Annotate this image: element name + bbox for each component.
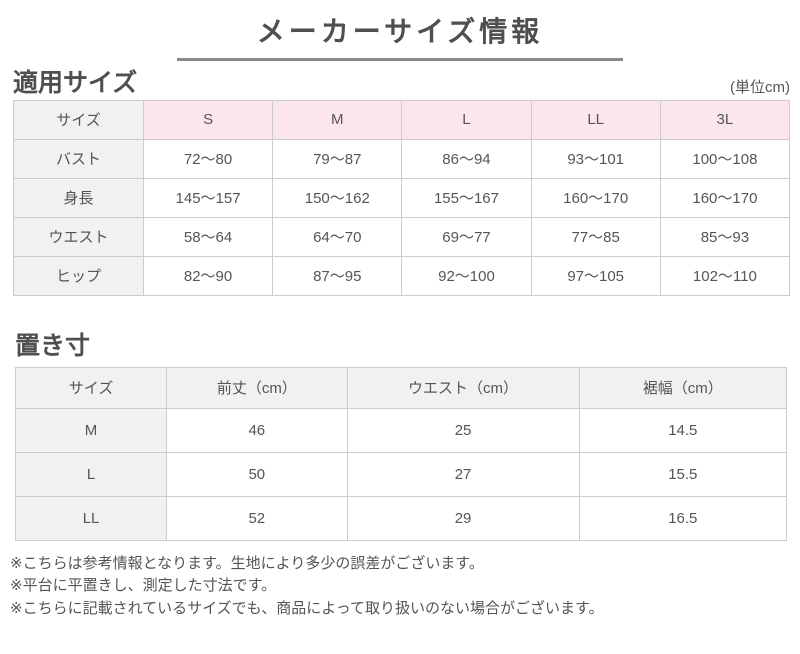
section-heading-applicable-sizes: 適用サイズ	[13, 69, 138, 97]
column-header: L	[401, 99, 532, 140]
flat-measurements-table-head: サイズ 前丈（cm） ウエスト（cm） 裾幅（cm）	[14, 366, 788, 409]
table-row: M 46 25 14.5	[14, 407, 788, 453]
flat-measurements-table: サイズ 前丈（cm） ウエスト（cm） 裾幅（cm） M 46 25 14.5 L 50 27 15…	[14, 366, 788, 541]
corner-header: サイズ	[13, 99, 144, 140]
row-label: M	[14, 407, 168, 453]
footnote-line: ※こちらに記載されているサイズでも、商品によって取り扱いのない場合がございます。	[10, 600, 604, 618]
value-cell: 46	[166, 407, 348, 453]
applicable-sizes-table-head: サイズ S M L LL 3L	[13, 99, 791, 140]
table-row: ウエスト 58～64 64～70 69～77 77～85 85～93	[13, 216, 791, 257]
page-title: メーカーサイズ情報	[176, 10, 624, 61]
row-label: ウエスト	[13, 216, 144, 257]
column-header: LL	[530, 99, 661, 140]
column-header: ウエスト（cm）	[346, 366, 580, 409]
row-label: バスト	[13, 138, 144, 179]
column-header: S	[142, 99, 274, 140]
value-cell: 100～108	[659, 138, 791, 179]
value-cell: 97～105	[530, 255, 661, 296]
value-cell: 79～87	[272, 138, 403, 179]
value-cell: 150～162	[272, 177, 403, 218]
column-header: 3L	[659, 99, 791, 140]
value-cell: 160～170	[659, 177, 791, 218]
footnote-line: ※平台に平置きし、測定した寸法です。	[10, 577, 277, 595]
corner-header: サイズ	[14, 366, 168, 409]
section-heading-flat-measurements: 置き寸	[15, 331, 91, 360]
header-row: サイズ S M L LL 3L	[13, 99, 791, 140]
flat-measurements-table-body: M 46 25 14.5 L 50 27 15.5 LL 52 29 16.5	[14, 407, 788, 541]
value-cell: 50	[166, 451, 348, 497]
table-row: LL 52 29 16.5	[14, 495, 788, 541]
column-header: 裾幅（cm）	[578, 366, 788, 409]
value-cell: 15.5	[578, 451, 788, 497]
unit-note: (単位cm)	[730, 78, 790, 96]
value-cell: 25	[346, 407, 580, 453]
value-cell: 29	[346, 495, 580, 541]
value-cell: 64～70	[272, 216, 403, 257]
row-label: ヒップ	[13, 255, 144, 296]
value-cell: 82～90	[142, 255, 274, 296]
table-row: 身長 145～157 150～162 155～167 160～170 160～170	[13, 177, 791, 218]
value-cell: 92～100	[401, 255, 532, 296]
value-cell: 155～167	[401, 177, 532, 218]
value-cell: 27	[346, 451, 580, 497]
value-cell: 77～85	[530, 216, 661, 257]
applicable-sizes-header-row: 適用サイズ (単位cm)	[13, 69, 790, 98]
value-cell: 87～95	[272, 255, 403, 296]
applicable-sizes-table: サイズ S M L LL 3L バスト 72～80 79～87 86～94 93～101 100～1…	[13, 99, 791, 296]
column-header: M	[272, 99, 403, 140]
applicable-sizes-table-body: バスト 72～80 79～87 86～94 93～101 100～108 身長 145～157…	[13, 138, 791, 296]
header-row: サイズ 前丈（cm） ウエスト（cm） 裾幅（cm）	[14, 366, 788, 409]
value-cell: 93～101	[530, 138, 661, 179]
value-cell: 14.5	[578, 407, 788, 453]
value-cell: 72～80	[142, 138, 274, 179]
footnote-line: ※こちらは参考情報となります。生地により多少の誤差がございます。	[10, 554, 484, 572]
table-row: ヒップ 82～90 87～95 92～100 97～105 102～110	[13, 255, 791, 296]
table-row: バスト 72～80 79～87 86～94 93～101 100～108	[13, 138, 791, 179]
value-cell: 86～94	[401, 138, 532, 179]
value-cell: 69～77	[401, 216, 532, 257]
value-cell: 52	[166, 495, 348, 541]
value-cell: 58～64	[142, 216, 274, 257]
value-cell: 85～93	[659, 216, 791, 257]
row-label: LL	[14, 495, 168, 541]
value-cell: 160～170	[530, 177, 661, 218]
title-section: メーカーサイズ情報	[0, 0, 800, 61]
footnotes: ※こちらは参考情報となります。生地により多少の誤差がございます。 ※平台に平置き…	[10, 553, 790, 621]
row-label: L	[14, 451, 168, 497]
value-cell: 16.5	[578, 495, 788, 541]
row-label: 身長	[13, 177, 144, 218]
value-cell: 102～110	[659, 255, 791, 296]
table-row: L 50 27 15.5	[14, 451, 788, 497]
column-header: 前丈（cm）	[166, 366, 348, 409]
value-cell: 145～157	[142, 177, 274, 218]
